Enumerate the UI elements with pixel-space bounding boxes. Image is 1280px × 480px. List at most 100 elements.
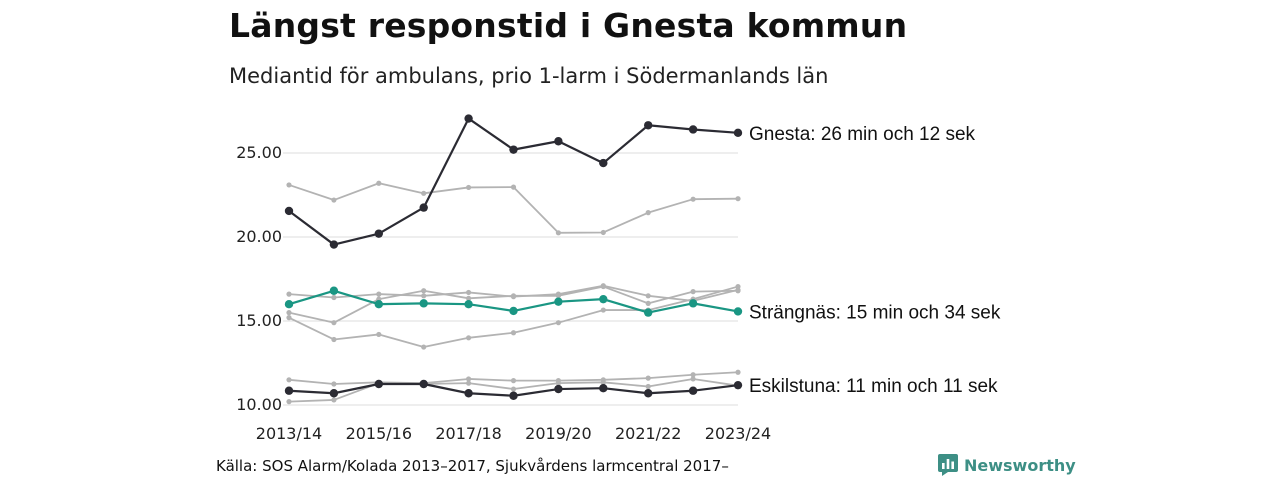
data-point-other6 [510,386,517,392]
data-point-other5 [466,376,472,382]
data-point-strangnas [419,299,428,308]
data-point-other3 [331,320,337,326]
gridlines [283,152,738,406]
data-point-other4 [510,330,517,336]
data-point-other6 [645,383,651,390]
x-tick-label: 2017/18 [435,424,501,443]
data-point-gnesta [599,158,608,168]
source-note: Källa: SOS Alarm/Kolada 2013–2017, Sjukv… [216,457,729,475]
data-point-other1 [331,197,337,203]
x-tick-label: 2021/22 [615,424,681,443]
x-tick-label: 2015/16 [346,424,412,443]
data-point-strangnas [733,307,743,316]
data-point-gnesta [733,128,743,138]
brand[interactable]: Newsworthy [938,454,1076,476]
series-label-strangnas: Strängnäs: 15 min och 34 sek [749,302,1001,323]
data-point-gnesta [688,125,698,134]
data-point-strangnas [284,300,294,309]
chart-subtitle: Mediantid för ambulans, prio 1-larm i Sö… [229,64,829,88]
data-point-other5 [735,369,741,375]
data-point-other3 [421,288,427,294]
data-point-other3 [510,293,517,299]
data-point-other2 [286,291,292,297]
data-point-other3 [645,300,651,306]
chart-title: Längst responstid i Gnesta kommun [229,6,908,45]
y-tick-label: 10.00 [236,395,282,414]
newsworthy-logo-icon [938,454,958,476]
series-line-gnesta [288,117,739,246]
data-point-eskilstuna [464,389,473,398]
y-tick-label: 20.00 [236,227,282,246]
data-point-strangnas [688,299,698,308]
brand-name: Newsworthy [964,455,1076,475]
data-point-other1 [376,180,382,186]
data-point-eskilstuna [733,380,743,390]
data-point-other6 [286,399,292,405]
data-point-other4 [421,344,427,350]
data-point-other6 [690,376,696,382]
data-point-other1 [645,210,651,216]
y-axis-ticks: 10.00 15.00 20.00 25.00 [236,143,282,414]
data-point-gnesta [554,137,563,146]
data-point-other4 [600,307,606,313]
data-point-other4 [376,331,382,338]
data-point-other1 [690,196,696,202]
data-point-other3 [466,295,472,301]
y-tick-label: 15.00 [236,311,282,330]
x-axis-ticks: 2013/14 2015/16 2017/18 2019/20 2021/22 2023/… [256,424,771,443]
data-point-eskilstuna [329,389,339,398]
data-point-other6 [331,397,337,403]
series-end-labels: Strängnäs: 15 min och 34 sek Eskilstuna: … [749,124,1001,397]
series-line-other1 [288,182,739,234]
data-point-other6 [555,380,562,386]
data-point-other3 [600,283,606,290]
data-point-other4 [555,320,562,326]
y-tick-label: 25.00 [236,143,282,162]
data-point-other6 [600,379,606,385]
data-point-other3 [690,289,696,295]
data-point-other4 [466,335,472,341]
data-point-other3 [555,293,562,299]
data-point-eskilstuna [599,384,608,393]
data-point-eskilstuna [419,379,428,389]
data-point-strangnas [464,300,473,309]
data-point-gnesta [644,121,653,130]
data-point-other5 [690,372,696,378]
series-points [284,114,743,405]
series-label-gnesta: Gnesta: 26 min och 12 sek [749,124,976,145]
data-point-eskilstuna [644,389,653,398]
data-point-other5 [286,377,292,383]
data-point-eskilstuna [374,379,383,389]
x-tick-label: 2013/14 [256,424,322,443]
data-point-other1 [421,190,427,196]
data-point-gnesta [464,114,473,123]
data-point-other5 [645,375,651,381]
series-lines [288,117,739,403]
data-point-other5 [331,381,337,387]
data-point-gnesta [419,203,428,212]
data-point-other1 [600,229,606,236]
data-point-other1 [510,184,517,190]
data-point-strangnas [644,308,653,317]
data-point-eskilstuna [688,386,698,395]
data-point-other1 [466,184,472,191]
data-point-eskilstuna [509,391,518,400]
series-label-eskilstuna: Eskilstuna: 11 min och 11 sek [749,376,998,397]
data-point-gnesta [374,229,383,238]
data-point-eskilstuna [554,384,563,394]
x-tick-label: 2019/20 [525,424,591,443]
x-tick-label: 2023/24 [705,424,771,443]
data-point-strangnas [554,297,563,306]
data-point-other2 [466,289,472,296]
data-point-other6 [466,380,472,386]
data-point-other1 [735,196,741,202]
data-point-other2 [421,293,427,299]
data-point-other1 [286,182,292,188]
data-point-gnesta [509,145,518,154]
data-point-other2 [645,293,651,299]
data-point-other2 [331,294,337,301]
data-point-other4 [331,336,337,343]
data-point-other3 [286,310,292,316]
data-point-other4 [286,315,292,321]
data-point-strangnas [509,306,518,316]
